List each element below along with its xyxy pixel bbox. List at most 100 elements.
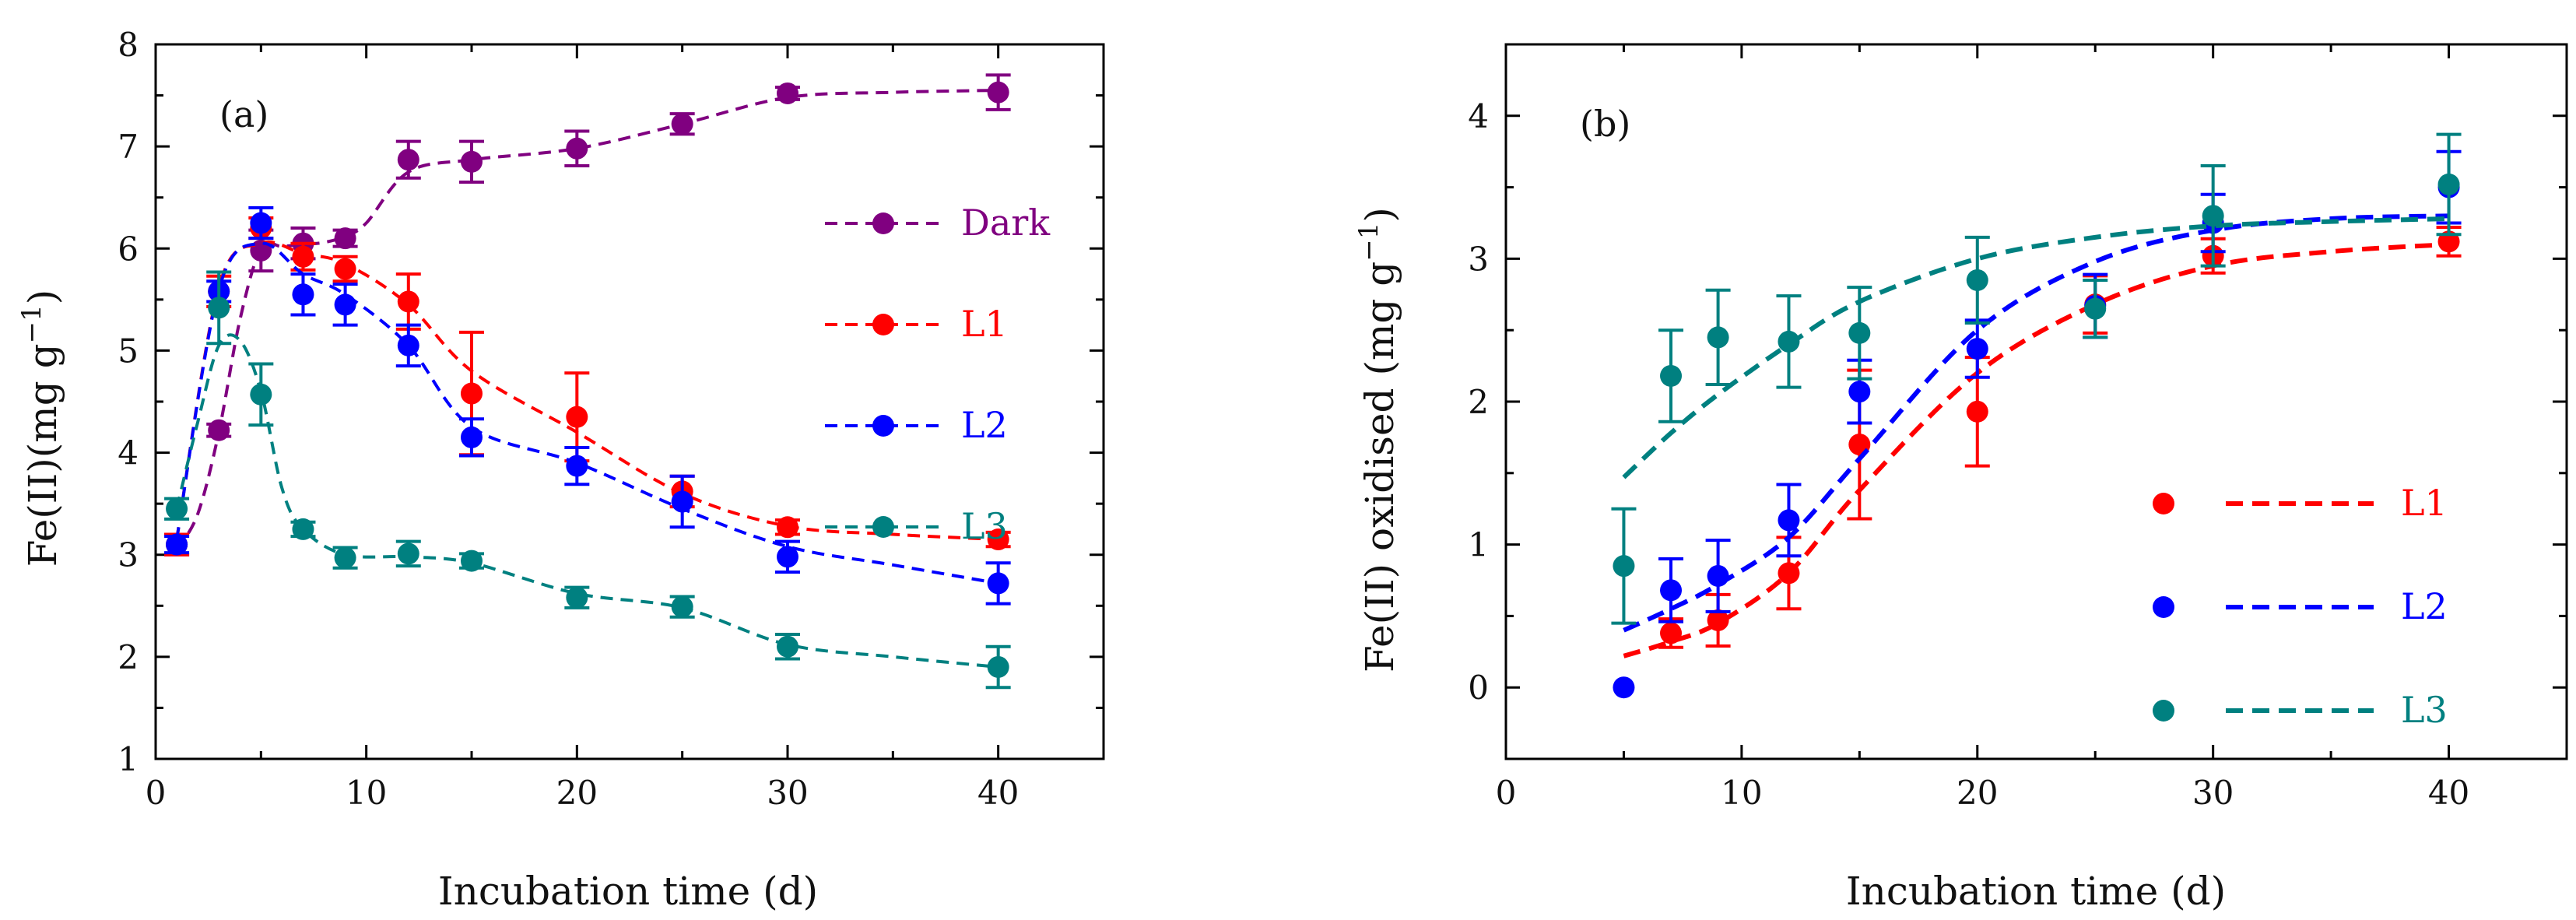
panel-a-series-l3-point bbox=[208, 297, 230, 319]
panel-b-series-l1-point bbox=[1778, 562, 1800, 585]
panel-b-x-tick-label: 0 bbox=[1496, 774, 1517, 812]
panel-a-series-l1-point bbox=[334, 258, 356, 280]
panel-a-series-l1-point bbox=[292, 245, 314, 268]
panel-a-series-l3-point bbox=[250, 383, 272, 406]
panel-b-series-l3-point bbox=[1848, 321, 1871, 344]
panel-a-series-l2-point bbox=[461, 426, 483, 448]
panel-a-x-tick-label: 30 bbox=[767, 774, 808, 812]
panel-a-y-axis-title-main: Fe(II)(mg g bbox=[20, 343, 65, 567]
panel-b-series-l3-point bbox=[1613, 555, 1635, 578]
panel-a-series-l3-legend-label: L3 bbox=[961, 505, 1008, 547]
panel-a-y-axis-title-close: ) bbox=[20, 290, 65, 305]
panel-b-series-l2-legend-marker bbox=[2153, 596, 2174, 618]
panel-b-series-l1-point bbox=[1660, 622, 1683, 644]
panel-b-series-l3-point bbox=[2437, 173, 2460, 195]
panel-b-series-l3-point bbox=[1966, 269, 1988, 291]
panel-b-series-l3-point bbox=[1778, 330, 1800, 353]
panel-b-series-l2-legend-label: L2 bbox=[2401, 585, 2448, 627]
panel-b-series-l1-point bbox=[1707, 609, 1729, 631]
panel-a-series-l3-point bbox=[292, 518, 314, 540]
panel-a-series-dark-point bbox=[461, 150, 483, 173]
panel-b: (b) Incubation time (d) Fe(II) oxidised … bbox=[1353, 43, 2568, 914]
panel-a-series-dark-fit-line bbox=[175, 89, 998, 551]
panel-a-y-tick-label: 2 bbox=[118, 638, 139, 676]
panel-a-series-l2-point bbox=[334, 293, 356, 316]
panel-b-x-tick-label: 30 bbox=[2192, 774, 2234, 812]
panel-a-series-l2-fit-line bbox=[175, 241, 999, 585]
panel-b-series-l2-point bbox=[1613, 676, 1635, 699]
panel-b-series-l3-legend-label: L3 bbox=[2401, 689, 2448, 731]
panel-a-series-l3-point bbox=[566, 586, 588, 609]
panel-b-y-tick-label: 0 bbox=[1468, 669, 1489, 707]
panel-a-x-tick-label: 10 bbox=[346, 774, 387, 812]
panel-b-x-tick-label: 20 bbox=[1957, 774, 1998, 812]
panel-b-series-l1-legend-label: L1 bbox=[2401, 482, 2448, 524]
panel-b-y-axis-title-main: Fe(II) oxidised (mg g bbox=[1357, 262, 1402, 672]
panel-a-x-axis-title: Incubation time (d) bbox=[438, 869, 818, 914]
panel-a-series-l2-point bbox=[250, 212, 272, 234]
panel-a-series-dark-point bbox=[777, 82, 798, 104]
panel-a-series-l2-legend-label: L2 bbox=[961, 404, 1008, 446]
panel-a-y-axis-title-exponent: −1 bbox=[16, 304, 47, 343]
panel-a-series-l1-point bbox=[397, 290, 419, 313]
panel-b-label: (b) bbox=[1580, 103, 1630, 145]
panel-a-series-l2-point bbox=[292, 283, 314, 306]
panel-b-series-l3-fit-line bbox=[1622, 216, 2449, 479]
panel-b-y-tick-label: 2 bbox=[1468, 383, 1489, 421]
panel-a-x-tick-label: 0 bbox=[146, 774, 167, 812]
panel-a-series-l1-point bbox=[777, 516, 798, 539]
panel-b-series-l3-point bbox=[2202, 205, 2224, 227]
panel-a-series-l1-legend-marker bbox=[872, 314, 894, 335]
panel-b-series-l2-point bbox=[1707, 564, 1729, 587]
panel-a-series-l3-legend-marker bbox=[872, 516, 894, 538]
panel-b-series-l2-point bbox=[1778, 509, 1800, 532]
panel-a-series-l1-point bbox=[566, 406, 588, 428]
panel-b-series-l3-legend-marker bbox=[2153, 700, 2174, 722]
panel-a-series-l3-point bbox=[777, 635, 798, 658]
panel-a-series-l1-point bbox=[461, 382, 483, 405]
panel-a-series-dark-point bbox=[397, 149, 419, 171]
panel-b-y-tick-label: 4 bbox=[1468, 97, 1489, 135]
panel-b-series-l1-fit-line bbox=[1623, 242, 2449, 658]
panel-a-y-tick-label: 5 bbox=[118, 332, 139, 370]
panel-a-series-l3-point bbox=[397, 543, 419, 565]
panel-b-y-axis-title-close: ) bbox=[1357, 207, 1402, 223]
panel-a-series-dark-legend-marker bbox=[872, 212, 894, 234]
panel-b-x-tick-label: 40 bbox=[2428, 774, 2469, 812]
panel-b-x-tick-label: 10 bbox=[1721, 774, 1762, 812]
panel-b-series-l3-point bbox=[2084, 297, 2107, 320]
panel-a-series-dark-point bbox=[334, 227, 356, 250]
panel-b-series-l1-point bbox=[2437, 230, 2460, 253]
panel-a: (a) Incubation time (d) Fe(II)(mg g−1) 0… bbox=[16, 26, 1105, 914]
panel-a-y-tick-label: 8 bbox=[118, 26, 139, 64]
panel-b-series-l2-point bbox=[1660, 579, 1683, 602]
panel-b-series-l2-point bbox=[1966, 338, 1988, 360]
panel-a-series-l2-point bbox=[987, 572, 1009, 595]
panel-a-series-dark-legend-label: Dark bbox=[961, 202, 1051, 244]
panel-a-series-l2-point bbox=[166, 533, 188, 556]
panel-b-y-axis-title-exponent: −1 bbox=[1353, 223, 1385, 262]
panel-a-series-l1-legend-label: L1 bbox=[961, 303, 1008, 345]
panel-a-series-dark-point bbox=[987, 81, 1009, 104]
panel-b-series-l2-point bbox=[1848, 381, 1871, 403]
panel-a-series-l1-point bbox=[987, 528, 1009, 551]
panel-b-series-l3-point bbox=[1660, 364, 1683, 387]
panel-a-series-l2-point bbox=[397, 334, 419, 356]
panel-a-series-l2-point bbox=[566, 455, 588, 477]
panel-a-x-tick-label: 40 bbox=[977, 774, 1019, 812]
panel-a-series-l2-point bbox=[777, 546, 798, 568]
panel-b-series-l2-fit-line bbox=[1623, 213, 2449, 633]
panel-a-y-tick-label: 1 bbox=[118, 740, 139, 778]
panel-a-series-l3-point bbox=[461, 550, 483, 572]
panel-a-y-axis-title: Fe(II)(mg g−1) bbox=[16, 290, 65, 567]
panel-a-series-l3-point bbox=[671, 595, 693, 618]
panel-a-series-dark-point bbox=[671, 113, 693, 135]
panel-a-y-tick-label: 4 bbox=[118, 434, 139, 472]
panel-a-series-l2-legend-marker bbox=[872, 415, 894, 437]
panel-b-series-l1-point bbox=[1966, 400, 1988, 423]
panel-a-series-l3-point bbox=[987, 655, 1009, 678]
panel-a-y-tick-label: 7 bbox=[118, 128, 139, 166]
panel-a-series-l3-fit-line bbox=[175, 333, 998, 669]
panel-b-series-l3-point bbox=[1707, 326, 1729, 349]
